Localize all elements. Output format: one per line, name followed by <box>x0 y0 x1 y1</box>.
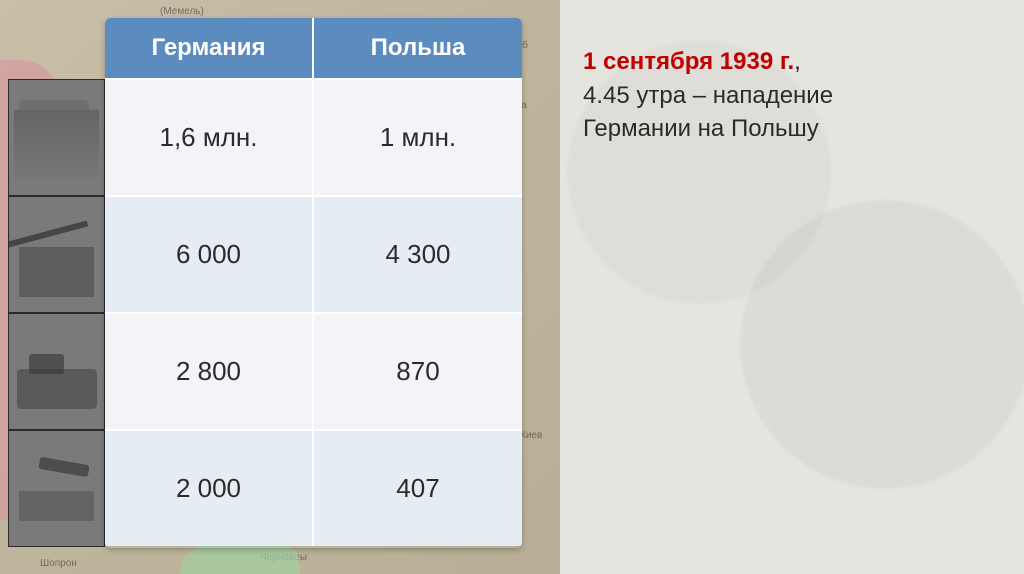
table-cell: 870 <box>314 312 522 429</box>
table-cell: 4 300 <box>314 195 522 312</box>
table-cell: 1 млн. <box>314 78 522 195</box>
thumb-planes <box>8 430 105 547</box>
headline-comma: , <box>794 48 801 75</box>
slide-stage: (Мемель)ВитебОршаЧерновцыВСТРИКиевШопрон… <box>0 0 1024 574</box>
table-header-poland: Польша <box>314 18 522 78</box>
table-cell: 2 800 <box>105 312 314 429</box>
body-line-1: 4.45 утра – нападение <box>583 82 833 109</box>
table-cell: 6 000 <box>105 195 314 312</box>
body-line-2: Германии на Польшу <box>583 115 819 142</box>
table-header-germany: Германия <box>105 18 314 78</box>
thumb-artillery <box>8 196 105 313</box>
comparison-table: Германия Польша 1,6 млн. 1 млн. 6 000 4 … <box>105 18 522 548</box>
map-label: (Мемель) <box>160 6 204 17</box>
thumb-soldiers <box>8 79 105 196</box>
thumb-tanks <box>8 313 105 430</box>
map-label: Черновцы <box>260 552 307 563</box>
slide-text-block: 1 сентября 1939 г., 4.45 утра – нападени… <box>583 45 1003 146</box>
table-cell: 1,6 млн. <box>105 78 314 195</box>
map-label: Шопрон <box>40 558 77 569</box>
headline-date: 1 сентября 1939 г. <box>583 48 794 75</box>
map-label: Киев <box>520 430 542 441</box>
thumbnail-strip <box>8 79 105 547</box>
table-cell: 407 <box>314 429 522 546</box>
table-cell: 2 000 <box>105 429 314 546</box>
